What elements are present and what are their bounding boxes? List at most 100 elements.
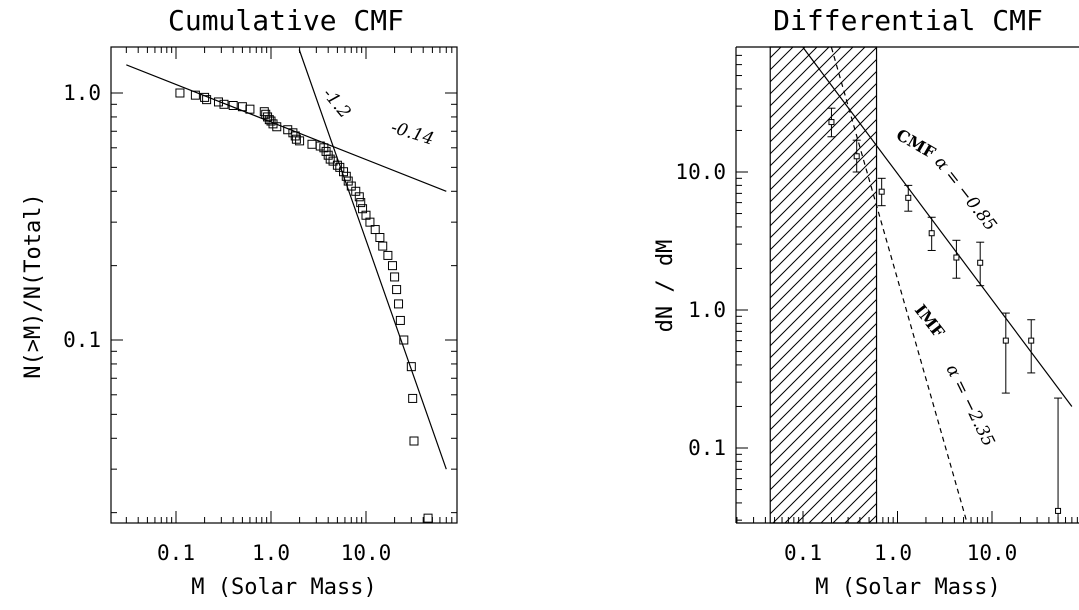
- x-tick-label: 1.0: [252, 541, 290, 565]
- data-point: [365, 217, 375, 227]
- y-tick-label: 0.1: [688, 436, 726, 460]
- left-data-points: [175, 88, 433, 523]
- left-fit-lines: [126, 49, 447, 470]
- y-tick-label: 1.0: [63, 81, 101, 105]
- slope-label-steep: -1.2: [318, 84, 354, 122]
- left-tick-labels: 0.1 1.0 10.0 1.0 0.1: [63, 81, 391, 565]
- data-point: [370, 225, 380, 235]
- left-ticks: [111, 47, 457, 523]
- cmf-alpha-label: α = −0.85: [930, 153, 1000, 235]
- data-point: [213, 97, 223, 107]
- data-point: [953, 254, 960, 261]
- data-point: [977, 259, 984, 266]
- y-tick-label: 0.1: [63, 328, 101, 352]
- right-ticks: [736, 54, 1078, 523]
- data-point-with-errorbar: [877, 177, 886, 207]
- data-point: [175, 88, 185, 98]
- slope-label-shallow: -0.14: [389, 118, 437, 150]
- data-point: [423, 513, 433, 523]
- data-point: [375, 233, 385, 243]
- data-point: [878, 188, 885, 195]
- data-point-with-errorbar: [1054, 397, 1063, 523]
- left-x-axis-label: M (Solar Mass): [191, 575, 376, 600]
- data-point-with-errorbar: [927, 216, 936, 251]
- data-point: [383, 250, 393, 260]
- hatched-region: [769, 46, 878, 524]
- data-point: [828, 119, 835, 126]
- y-tick-label: 10.0: [675, 160, 726, 184]
- data-point: [378, 241, 388, 251]
- data-point: [408, 393, 418, 403]
- data-point: [1028, 337, 1035, 344]
- data-point: [202, 95, 212, 105]
- left-chart-title: Cumulative CMF: [168, 4, 404, 37]
- differential-cmf-panel: Differential CMF 0.1 1.0 10.0 10.0 1.0 0.1 M …: [653, 4, 1079, 600]
- x-tick-label: 0.1: [784, 541, 822, 565]
- imf-alpha-label: α = −2.35: [942, 361, 999, 449]
- right-fit-lines: [802, 47, 1073, 523]
- data-point: [339, 167, 349, 177]
- data-point: [354, 192, 364, 202]
- right-tick-labels: 0.1 1.0 10.0 10.0 1.0 0.1: [675, 160, 1017, 565]
- data-point: [283, 125, 293, 135]
- data-point: [228, 101, 238, 111]
- cmf-fit-line: [802, 47, 1073, 407]
- data-point-with-errorbar: [1001, 312, 1010, 394]
- data-point: [200, 92, 210, 102]
- data-point: [409, 436, 419, 446]
- data-point: [219, 99, 229, 109]
- cumulative-cmf-panel: Cumulative CMF 0.1 1.0 10.0 1.0 0.1 M (Solar…: [21, 4, 458, 600]
- data-point: [307, 139, 317, 149]
- left-y-axis-label: N(>M)/N(Total): [21, 193, 46, 378]
- cmf-line-label: CMF: [893, 125, 939, 163]
- data-point: [406, 362, 416, 372]
- data-point: [1055, 507, 1062, 514]
- data-point: [190, 90, 200, 100]
- data-point: [358, 204, 368, 214]
- left-plot-frame: [110, 46, 458, 524]
- data-point-with-errorbar: [852, 139, 861, 173]
- data-point-with-errorbar: [1027, 319, 1036, 374]
- x-tick-label: 0.1: [157, 541, 195, 565]
- data-point: [395, 315, 405, 325]
- data-point: [387, 261, 397, 271]
- data-point: [288, 128, 298, 138]
- data-point: [295, 136, 305, 146]
- data-point: [399, 335, 409, 345]
- data-point: [332, 160, 342, 170]
- data-point: [343, 176, 353, 186]
- imf-line-label: IMF: [911, 301, 949, 342]
- right-plot-frame: [735, 46, 1079, 524]
- data-point: [325, 154, 335, 164]
- fit-line-shallow: [126, 64, 447, 192]
- data-point-with-errorbar: [827, 107, 836, 138]
- imf-fit-line: [830, 47, 968, 523]
- data-point-with-errorbar: [952, 239, 961, 279]
- data-point: [1002, 337, 1009, 344]
- x-tick-label: 10.0: [341, 541, 392, 565]
- y-tick-label: 1.0: [688, 298, 726, 322]
- data-point: [392, 285, 402, 295]
- data-point: [390, 272, 400, 282]
- data-point: [266, 116, 276, 126]
- data-point: [394, 299, 404, 309]
- data-point: [272, 122, 282, 132]
- fit-line-steep: [298, 49, 447, 470]
- data-point: [341, 171, 351, 181]
- right-y-axis-label: dN / dM: [653, 240, 678, 333]
- right-data-points: [827, 107, 1063, 523]
- x-tick-label: 10.0: [967, 541, 1018, 565]
- x-tick-label: 1.0: [874, 541, 912, 565]
- data-point: [905, 194, 912, 201]
- data-point-with-errorbar: [904, 184, 913, 212]
- data-point-with-errorbar: [976, 241, 985, 287]
- data-point: [853, 153, 860, 160]
- data-point: [928, 230, 935, 237]
- data-point: [291, 134, 301, 144]
- data-point: [356, 198, 366, 208]
- data-point: [245, 104, 255, 114]
- right-x-axis-label: M (Solar Mass): [815, 575, 1000, 600]
- data-point: [259, 107, 269, 117]
- right-chart-title: Differential CMF: [773, 4, 1043, 37]
